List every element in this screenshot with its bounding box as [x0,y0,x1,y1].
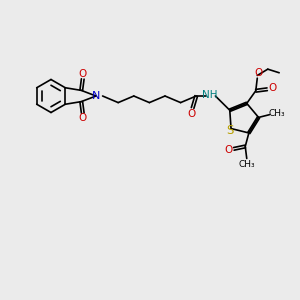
Text: N: N [92,91,100,101]
Text: O: O [187,109,195,119]
Text: NH: NH [202,90,217,100]
Text: O: O [268,83,276,93]
Text: S: S [226,124,233,137]
Text: CH₃: CH₃ [268,109,285,118]
Text: O: O [79,113,87,123]
Text: O: O [254,68,262,78]
Text: O: O [224,145,232,155]
Text: O: O [79,69,87,79]
Text: CH₃: CH₃ [238,160,255,169]
